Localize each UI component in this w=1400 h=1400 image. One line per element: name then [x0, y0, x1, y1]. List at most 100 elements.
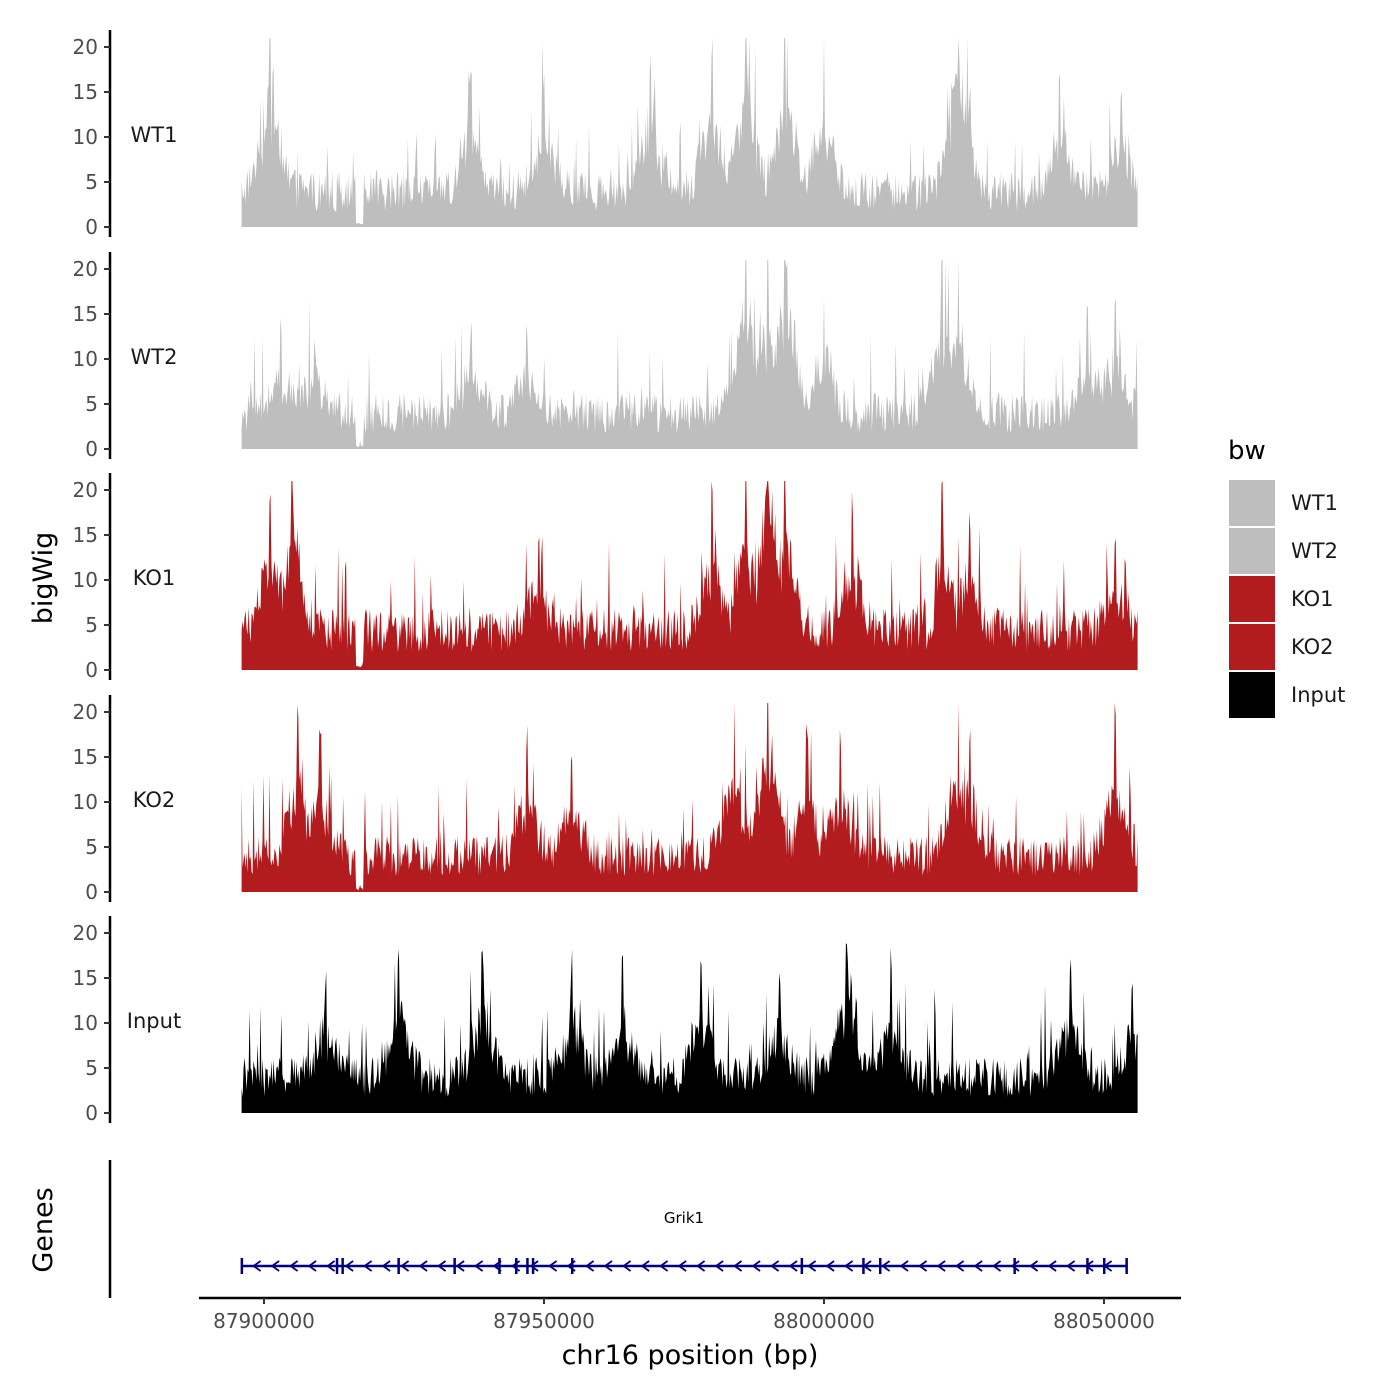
strand-chevron — [881, 1260, 891, 1272]
strand-chevron — [825, 1260, 835, 1272]
legend: bw WT1 WT2 KO1 KO2 Input — [1228, 436, 1345, 718]
strand-chevron — [677, 1260, 687, 1272]
y-tick-label: 15 — [73, 966, 98, 990]
strand-chevron — [1029, 1260, 1039, 1272]
strand-chevron — [326, 1260, 336, 1272]
exon-mark — [498, 1258, 501, 1274]
strand-chevron — [973, 1260, 983, 1272]
y-tick-label: 15 — [73, 745, 98, 769]
y-tick-label: 0 — [85, 1101, 98, 1125]
y-tick-label: 5 — [85, 835, 98, 859]
exon-mark — [531, 1258, 535, 1274]
track-label-input: Input — [127, 1009, 181, 1033]
strand-chevron — [640, 1260, 650, 1272]
strand-chevron — [437, 1260, 447, 1272]
y-tick-label: 0 — [85, 437, 98, 461]
track-wt2: 0 5 10 15 20 WT2 — [73, 252, 1138, 461]
strand-chevron — [733, 1260, 743, 1272]
legend-label-input: Input — [1291, 683, 1345, 707]
signal-area-wt2 — [241, 260, 1138, 449]
y-tick-label: 10 — [73, 790, 98, 814]
y-tick-label: 0 — [85, 658, 98, 682]
strand-chevron — [844, 1260, 854, 1272]
y-axis-title: bigWig — [28, 532, 59, 625]
exon-mark — [526, 1258, 529, 1274]
exon-mark — [335, 1258, 339, 1274]
strand-chevron — [548, 1260, 558, 1272]
exon-mark — [1103, 1258, 1106, 1274]
strand-chevron — [363, 1260, 373, 1272]
strand-chevron — [252, 1260, 262, 1272]
y-tick-label: 5 — [85, 613, 98, 637]
legend-key-ko1 — [1229, 576, 1275, 622]
exon-mark — [453, 1258, 456, 1274]
y-tick-label: 20 — [73, 478, 98, 502]
strand-chevron — [270, 1260, 280, 1272]
exon-mark — [571, 1258, 574, 1274]
strand-chevron — [622, 1260, 632, 1272]
strand-chevron — [455, 1260, 465, 1272]
y-tick-label: 10 — [73, 1011, 98, 1035]
strand-chevron — [807, 1260, 817, 1272]
track-ko2: 0 5 10 15 20 KO2 — [73, 695, 1138, 904]
y-tick-label: 20 — [73, 257, 98, 281]
track-wt1: 0 5 10 15 20 WT1 — [73, 30, 1138, 239]
x-tick-label: 87900000 — [213, 1309, 315, 1333]
exon-mark — [862, 1258, 865, 1274]
strand-chevron — [659, 1260, 669, 1272]
legend-key-ko2 — [1229, 624, 1275, 670]
y-tick-label: 20 — [73, 921, 98, 945]
strand-chevron — [992, 1260, 1002, 1272]
y-tick-label: 15 — [73, 523, 98, 547]
strand-chevron — [418, 1260, 428, 1272]
signal-area-ko2 — [241, 703, 1138, 892]
legend-label-ko2: KO2 — [1291, 635, 1334, 659]
y-tick-label: 10 — [73, 568, 98, 592]
strand-chevron — [585, 1260, 595, 1272]
y-tick-label: 10 — [73, 347, 98, 371]
x-tick-label: 87950000 — [493, 1309, 595, 1333]
strand-chevron — [899, 1260, 909, 1272]
track-label-wt2: WT2 — [131, 345, 178, 369]
exon-mark — [879, 1258, 882, 1274]
signal-area-ko1 — [241, 481, 1138, 670]
y-tick-label: 20 — [73, 700, 98, 724]
strand-chevron — [1066, 1260, 1076, 1272]
track-input: 0 5 10 15 20 Input — [73, 916, 1138, 1125]
y-tick-label: 15 — [73, 302, 98, 326]
strand-chevron — [1010, 1260, 1020, 1272]
x-axis: 87900000 87950000 88000000 88050000 — [199, 1296, 1181, 1333]
y-tick-label: 20 — [73, 35, 98, 59]
exon-mark — [1125, 1258, 1128, 1274]
y-tick-label: 5 — [85, 1056, 98, 1080]
track-ko1: 0 5 10 15 20 KO1 — [73, 473, 1138, 682]
signal-area-wt1 — [241, 38, 1138, 227]
strand-chevron — [770, 1260, 780, 1272]
exon-mark — [1013, 1258, 1016, 1274]
strand-chevron — [344, 1260, 354, 1272]
exon-mark — [515, 1258, 518, 1274]
strand-chevron — [751, 1260, 761, 1272]
legend-label-wt1: WT1 — [1291, 491, 1338, 515]
exon-mark — [397, 1258, 400, 1274]
legend-key-wt2 — [1229, 528, 1275, 574]
x-tick-label: 88000000 — [773, 1309, 875, 1333]
track-label-wt1: WT1 — [131, 123, 178, 147]
y-tick-label: 5 — [85, 170, 98, 194]
strand-chevron — [936, 1260, 946, 1272]
genes-panel: Grik1 — [108, 1160, 1128, 1298]
strand-chevron — [400, 1260, 410, 1272]
legend-key-wt1 — [1229, 480, 1275, 526]
bigwig-tracks: 0 5 10 15 20 WT1 0 5 10 15 20 WT2 0 5 10 15 20 KO1 0 5 10 15 2… — [73, 30, 1138, 1125]
x-tick-label: 88050000 — [1053, 1309, 1155, 1333]
exon-mark — [800, 1258, 804, 1274]
y-tick-label: 15 — [73, 80, 98, 104]
legend-label-ko1: KO1 — [1291, 587, 1334, 611]
y-tick-label: 5 — [85, 392, 98, 416]
legend-label-wt2: WT2 — [1291, 539, 1338, 563]
strand-chevron — [714, 1260, 724, 1272]
strand-chevron — [529, 1260, 539, 1272]
signal-area-input — [241, 943, 1138, 1113]
exon-mark — [240, 1258, 244, 1274]
